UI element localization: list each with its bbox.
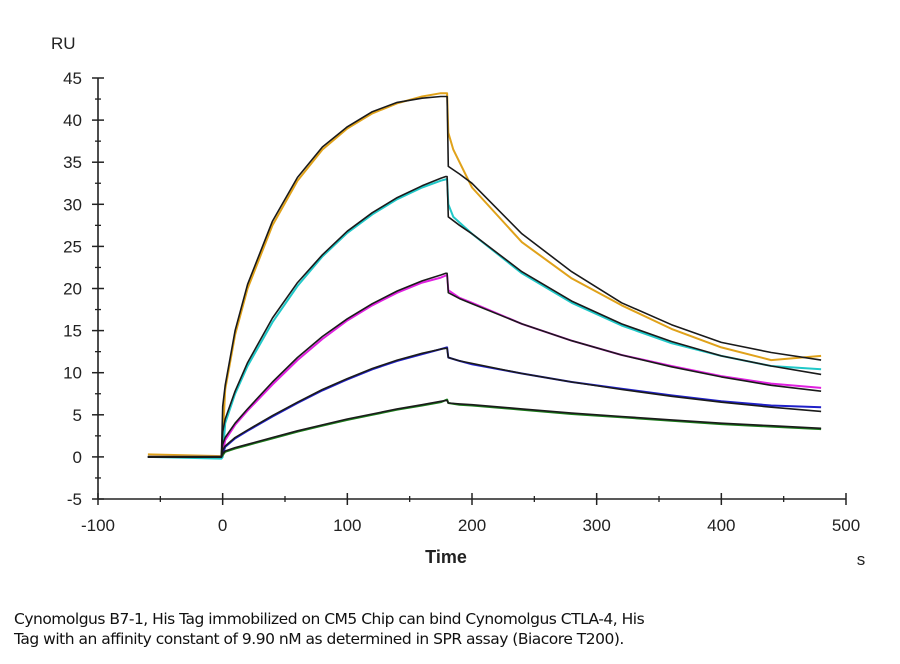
series-layer	[147, 92, 822, 460]
y-tick-label: 35	[63, 153, 82, 172]
series-line-conc-2-measured	[147, 178, 822, 460]
series-line-conc-2-fit	[147, 175, 822, 458]
y-tick-label: 15	[63, 322, 82, 341]
y-tick-label: 0	[73, 448, 82, 467]
x-tick-label: 400	[707, 516, 735, 535]
x-tick-label: 200	[458, 516, 486, 535]
y-tick-label: 5	[73, 406, 82, 425]
series-line-conc-5-fit	[147, 399, 822, 458]
y-ticks: -5 0 5 10 15 20 25 30 35 40 45	[63, 69, 104, 509]
x-tick-label: -100	[81, 516, 115, 535]
caption-line-1: Cynomolgus B7-1, His Tag immobilized on …	[14, 610, 645, 628]
x-tick-label: 500	[832, 516, 860, 535]
spr-sensorgram-chart: -5 0 5 10 15 20 25 30 35 40 45 -100 0 100 200 300 400 50…	[51, 34, 866, 569]
y-tick-label: 45	[63, 69, 82, 88]
series-line-conc-1-fit	[147, 95, 822, 458]
caption-line-2: Tag with an affinity constant of 9.90 nM…	[14, 630, 624, 648]
x-tick-label: 100	[333, 516, 361, 535]
x-ticks: -100 0 100 200 300 400 500	[81, 493, 860, 535]
axes: -5 0 5 10 15 20 25 30 35 40 45 -100 0 100 200 300 400 50…	[63, 69, 860, 535]
x-tick-label: 0	[218, 516, 227, 535]
y-tick-label: 25	[63, 237, 82, 256]
series-line-conc-4-fit	[147, 347, 822, 458]
y-tick-label: 30	[63, 195, 82, 214]
series-line-conc-3-fit	[147, 272, 822, 458]
y-tick-label: 10	[63, 364, 82, 383]
figure-caption: Cynomolgus B7-1, His Tag immobilized on …	[14, 609, 894, 649]
y-tick-label: 20	[63, 280, 82, 299]
x-tick-label: 300	[582, 516, 610, 535]
y-tick-label: 40	[63, 111, 82, 130]
x-axis-unit: s	[857, 550, 866, 569]
y-tick-label: -5	[67, 490, 82, 509]
y-axis-label: RU	[51, 34, 76, 53]
x-axis-label: Time	[425, 547, 467, 567]
